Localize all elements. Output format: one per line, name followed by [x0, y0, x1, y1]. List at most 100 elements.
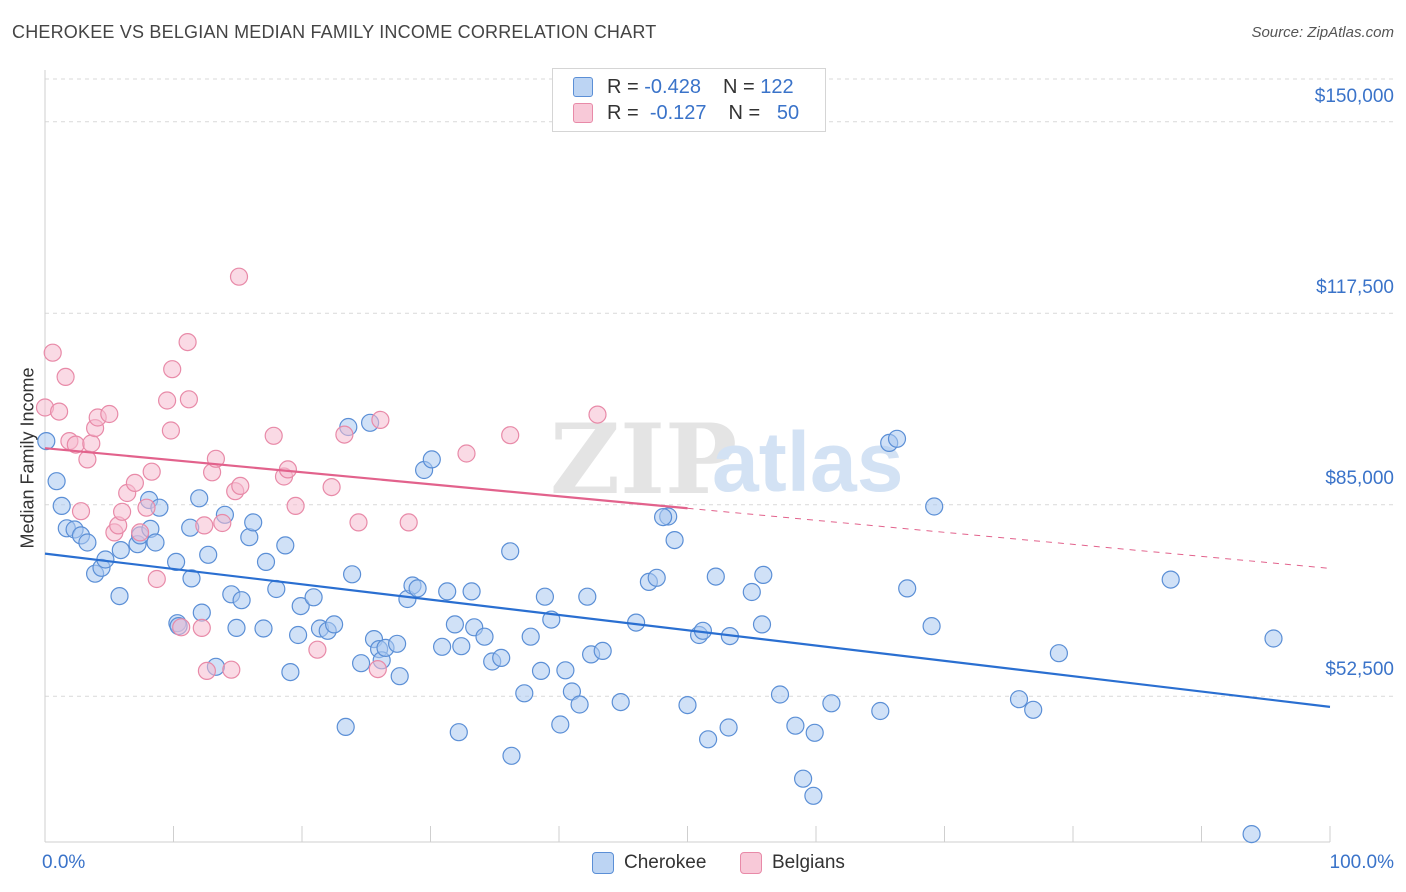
data-point [231, 476, 250, 495]
data-point [653, 507, 673, 527]
data-point [264, 426, 283, 445]
data-point [291, 596, 310, 616]
r-label: R = [607, 75, 639, 98]
data-point [335, 425, 354, 444]
data-point [593, 641, 612, 661]
data-point [110, 586, 129, 606]
watermark: ZIP atlas [550, 403, 903, 516]
data-point [752, 615, 772, 634]
data-point [1049, 644, 1069, 663]
legend-label: Belgians [772, 852, 845, 873]
data-point [56, 367, 75, 386]
data-point [195, 516, 214, 535]
r-value: -0.428 [644, 75, 701, 98]
data-point [227, 618, 246, 638]
data-point [408, 579, 427, 598]
belgians-swatch [740, 852, 762, 874]
n-value: 122 [760, 75, 794, 98]
data-point [433, 637, 452, 656]
data-point [457, 444, 476, 463]
data-point [71, 502, 91, 521]
n-label: N = [722, 75, 755, 98]
watermark-atlas: atlas [712, 415, 903, 509]
data-point [706, 567, 725, 586]
data-point [1242, 824, 1261, 844]
trend-lines [44, 447, 1331, 708]
data-point [325, 615, 344, 634]
data-point [199, 545, 218, 564]
y-tick-label: $117,500 [1316, 277, 1394, 298]
data-point [770, 685, 790, 704]
n-label: N = [728, 101, 761, 124]
data-point [535, 587, 555, 606]
data-point [462, 582, 481, 601]
data-point [222, 660, 241, 679]
data-point [182, 569, 201, 588]
x-tick-label-max: 100.0% [1329, 852, 1394, 873]
data-point [742, 582, 761, 602]
data-point [786, 716, 805, 735]
y-tick-label: $150,000 [1314, 86, 1394, 107]
data-point [158, 391, 177, 410]
data-point [172, 618, 191, 637]
r-value: -0.127 [649, 101, 707, 124]
data-point [43, 343, 62, 362]
data-point [111, 540, 130, 560]
data-point [1024, 700, 1043, 719]
data-point [52, 496, 71, 515]
data-point [213, 513, 232, 533]
data-point [822, 694, 841, 713]
data-point [570, 695, 589, 714]
data-point [611, 692, 630, 712]
data-point [125, 473, 144, 492]
data-point [449, 723, 468, 742]
cherokee-series [37, 413, 1283, 844]
data-point [78, 533, 97, 552]
data-point [82, 434, 101, 453]
legend-row-belgians: R = -0.127 N = 50 [573, 102, 799, 124]
data-point [501, 542, 520, 561]
data-point [49, 402, 69, 421]
data-point [349, 513, 368, 532]
y-tick-label: $85,000 [1325, 468, 1394, 489]
data-point [190, 489, 209, 508]
data-point [898, 579, 917, 598]
legend-item-cherokee: Cherokee [592, 852, 706, 874]
cherokee-swatch [573, 77, 593, 97]
belgians-series [35, 267, 607, 681]
data-point [371, 410, 390, 429]
r-label: R = [607, 101, 639, 124]
data-point [804, 786, 823, 805]
cherokee-trend-line [44, 552, 1331, 708]
data-point [665, 530, 684, 550]
data-point [289, 625, 308, 645]
data-point [131, 523, 150, 542]
data-point [137, 498, 156, 517]
data-point [336, 717, 355, 737]
data-point [368, 659, 387, 679]
data-point [286, 496, 305, 515]
data-point [531, 661, 551, 681]
data-point [551, 715, 570, 734]
data-point [698, 730, 718, 749]
data-point [922, 616, 941, 636]
data-point [244, 513, 263, 532]
data-point [793, 769, 813, 788]
data-point [1161, 570, 1180, 589]
belgians-trend-line [44, 447, 688, 510]
source-label: Source: ZipAtlas.com [1251, 24, 1394, 41]
belgians-trend-extension [687, 507, 1331, 569]
data-point [438, 582, 457, 601]
data-point [871, 701, 890, 721]
data-point [556, 661, 575, 680]
data-point [178, 333, 197, 352]
y-tick-label: $52,500 [1325, 659, 1394, 680]
data-point [422, 450, 441, 469]
data-point [388, 634, 407, 653]
data-point [197, 661, 216, 681]
data-point [678, 695, 697, 715]
data-point [502, 746, 521, 765]
chart-title: CHEROKEE VS BELGIAN MEDIAN FAMILY INCOME… [12, 22, 657, 42]
data-point [161, 421, 180, 440]
